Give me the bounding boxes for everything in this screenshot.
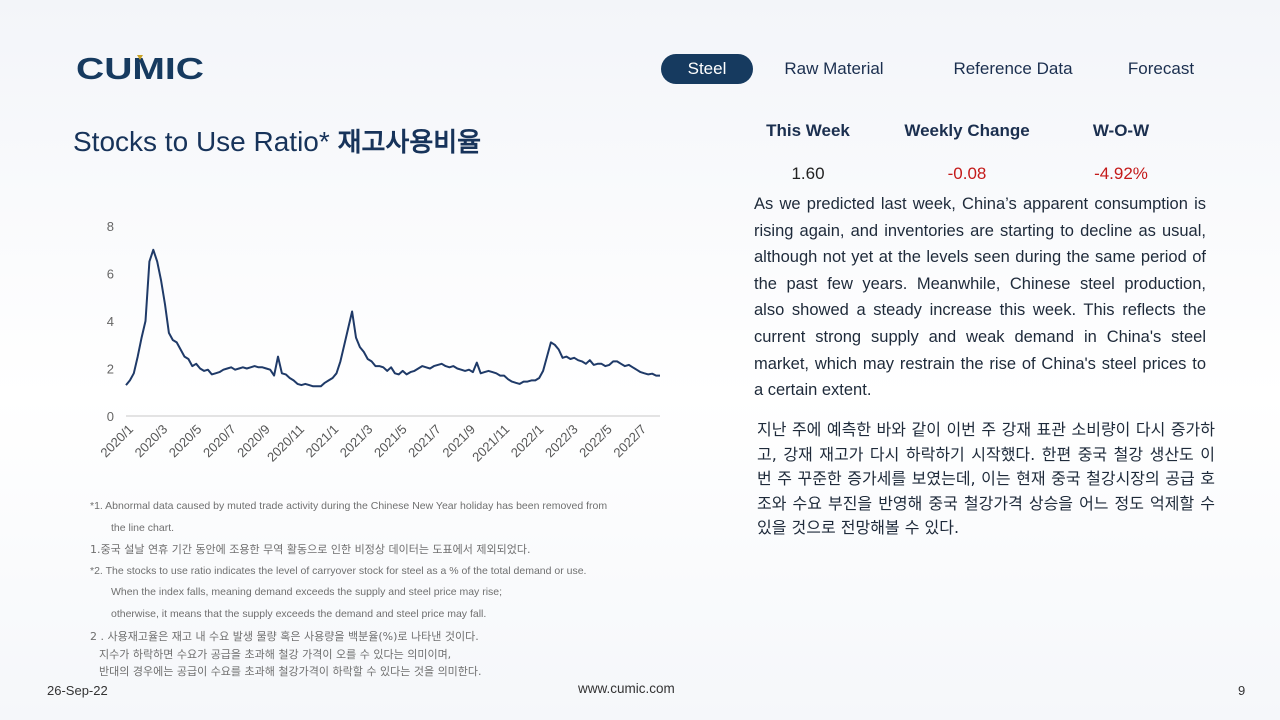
page-number: 9 [1238, 683, 1246, 698]
stocks-to-use-line-chart: 0 2 4 6 8 2020/12020/32020/52020/72020/92020… [97, 219, 660, 465]
description-korean: 지난 주에 예측한 바와 같이 이번 주 강재 표관 소비량이 다시 증가하고,… [757, 420, 1215, 537]
x-tick-label: 2022/7 [610, 422, 649, 461]
footnotes: *1. Abnormal data caused by muted trade … [90, 496, 670, 681]
footnote-2-kr-line-1: 2 . 사용재고율은 재고 내 수요 발생 물량 혹은 사용량을 백분율(%)로… [90, 630, 479, 643]
footnote-2-kr-line-3: 반대의 경우에는 공급이 수요를 초과해 철강가격이 하락할 수 있다는 것을 … [99, 665, 482, 678]
x-tick-label: 2020/7 [200, 422, 239, 461]
footer-url[interactable]: www.cumic.com [578, 681, 675, 696]
nav-tab-forecast[interactable]: Forecast [1127, 59, 1195, 78]
x-tick-label: 2021/11 [469, 422, 512, 465]
y-tick-label: 8 [107, 219, 114, 234]
footnote-1-kr: 1.중국 설날 연휴 기간 동안에 조용한 무역 활동으로 인한 비정상 데이터… [90, 543, 531, 556]
logo-accent-mark [137, 55, 143, 60]
footnote-1-en-line-2: the line chart. [111, 521, 175, 534]
page-title: Stocks to Use Ratio* 재고사용비율 [73, 122, 481, 159]
stat-header-this-week: This Week [766, 121, 850, 140]
page-title-kr: 재고사용비율 [337, 128, 482, 158]
footer-date: 26-Sep-22 [47, 683, 108, 698]
x-tick-label: 2022/5 [576, 422, 615, 461]
stat-value-this-week: 1.60 [791, 164, 825, 183]
footnote-1-en-line-1: *1. Abnormal data caused by muted trade … [90, 500, 608, 512]
stat-header-wow: W-O-W [1092, 121, 1150, 140]
stat-header-weekly-change: Weekly Change [904, 121, 1030, 140]
nav-tab-raw-material[interactable]: Raw Material [784, 59, 884, 78]
x-tick-label: 2021/3 [337, 422, 376, 461]
footnote-2-en-line-2: When the index falls, meaning demand exc… [111, 586, 503, 598]
page-title-en: Stocks to Use Ratio* [73, 126, 330, 157]
description-english: As we predicted last week, China’s appar… [754, 195, 1206, 400]
footnote-2-en-line-3: otherwise, it means that the supply exce… [111, 607, 487, 620]
x-tick-label: 2020/1 [97, 422, 136, 461]
x-tick-label: 2022/1 [508, 422, 547, 461]
y-axis: 0 2 4 6 8 [107, 219, 114, 424]
x-tick-label: 2020/5 [166, 422, 205, 461]
y-tick-label: 2 [107, 362, 114, 377]
series-line-stocks-to-use [125, 248, 660, 388]
nav-tab-reference-data[interactable]: Reference Data [953, 59, 1073, 78]
stat-value-weekly-change: -0.08 [947, 164, 987, 183]
footnote-2-en-line-1: *2. The stocks to use ratio indicates th… [90, 564, 587, 577]
y-tick-label: 6 [107, 267, 114, 282]
y-tick-label: 0 [107, 409, 114, 424]
footnote-2-kr-line-2: 지수가 하락하면 수요가 공급을 초과해 철강 가격이 오를 수 있다는 의미이… [99, 647, 452, 661]
y-tick-label: 4 [107, 314, 114, 329]
x-tick-label: 2021/7 [405, 422, 444, 461]
x-tick-label: 2021/5 [371, 422, 410, 461]
x-tick-label: 2020/11 [264, 422, 307, 465]
top-navigation: Steel Raw Material Reference Data Foreca… [661, 54, 1221, 84]
cumic-logo: CUMIC [76, 52, 204, 84]
x-axis: 2020/12020/32020/52020/72020/92020/11202… [97, 422, 649, 465]
x-tick-label: 2021/1 [303, 422, 342, 461]
nav-tab-steel[interactable]: Steel [661, 54, 753, 84]
x-tick-label: 2020/3 [132, 422, 171, 461]
x-tick-label: 2022/3 [542, 422, 581, 461]
stat-value-wow: -4.92% [1094, 164, 1148, 183]
footnote-2-kr: 2 . 사용재고율은 재고 내 수요 발생 물량 혹은 사용량을 백분율(%)로… [90, 628, 670, 681]
